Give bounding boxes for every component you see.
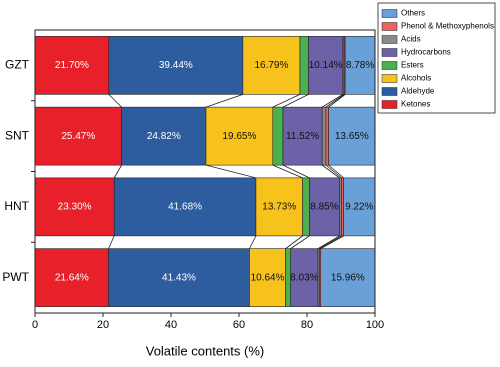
legend-swatch <box>381 100 398 109</box>
legend-label: Ketones <box>401 100 430 109</box>
connector <box>321 164 340 179</box>
data-label: 15.96% <box>331 272 365 283</box>
connector <box>285 235 303 249</box>
connector <box>317 235 340 249</box>
bar-segment <box>299 36 309 95</box>
data-label: 8.03% <box>290 272 318 283</box>
bar-segment <box>34 106 122 166</box>
y-tick-label: HNT <box>4 199 29 213</box>
connector <box>282 164 310 179</box>
bar-segment <box>113 177 257 237</box>
bar-segment <box>309 177 340 237</box>
x-tick-label: 40 <box>165 319 177 331</box>
bar-segment <box>290 248 319 307</box>
x-tick-label: 100 <box>366 319 384 331</box>
legend-swatch <box>381 61 398 70</box>
connector <box>272 164 303 179</box>
bar-segment <box>272 106 284 166</box>
legend-swatch <box>381 22 398 31</box>
connector <box>205 93 244 108</box>
legend-label: Aldehyde <box>401 87 435 96</box>
connector <box>108 94 122 108</box>
legend-label: Hydrocarbons <box>401 48 451 57</box>
connector <box>325 94 345 108</box>
legend-swatch <box>381 87 398 96</box>
bar-segment <box>242 36 301 95</box>
y-tick-label: SNT <box>5 128 30 142</box>
data-label: 8.78% <box>346 60 374 71</box>
connector <box>321 94 344 108</box>
data-label: 10.64% <box>251 272 285 283</box>
legend-label: Others <box>401 9 425 18</box>
connector <box>113 164 122 179</box>
x-tick-label: 80 <box>301 319 313 331</box>
data-label: 8.85% <box>310 202 338 213</box>
legend-label: Acids <box>401 35 421 44</box>
connector <box>272 94 301 108</box>
data-label: 41.68% <box>168 202 202 213</box>
legend-swatch <box>381 9 398 18</box>
y-tick-label: GZT <box>5 58 30 72</box>
bar-segment <box>34 177 115 237</box>
legend-swatch <box>381 74 398 83</box>
bar-segment <box>339 177 342 237</box>
data-label: 19.65% <box>222 131 256 142</box>
data-label: 23.30% <box>58 202 92 213</box>
bar-segment <box>325 106 329 166</box>
bar-segment <box>302 177 310 237</box>
connector <box>205 164 257 179</box>
bar-segment <box>205 106 274 166</box>
data-label: 10.14% <box>309 60 343 71</box>
connector <box>249 235 257 249</box>
legend-swatch <box>381 35 398 44</box>
legend-label: Esters <box>401 61 424 70</box>
data-label: 41.43% <box>162 272 196 283</box>
bar-segment <box>249 248 286 307</box>
legend-label: Alcohols <box>401 74 431 83</box>
bar-segment <box>121 106 207 166</box>
bar-segment <box>308 36 344 95</box>
data-label: 39.44% <box>159 60 193 71</box>
x-axis-title: Volatile contents (%) <box>146 343 265 358</box>
y-tick-label: PWT <box>2 270 29 284</box>
data-label: 16.79% <box>254 60 288 71</box>
bar-segment <box>34 248 109 307</box>
x-tick-label: 20 <box>97 319 109 331</box>
bar-segment <box>344 36 376 95</box>
x-tick-label: 0 <box>32 319 38 331</box>
data-label: 9.22% <box>345 202 373 213</box>
data-label: 13.73% <box>262 202 296 213</box>
connector <box>108 235 115 249</box>
x-tick-label: 60 <box>233 319 245 331</box>
legend-box <box>377 2 496 114</box>
connector <box>282 94 309 108</box>
data-label: 13.65% <box>335 131 369 142</box>
bar-segment <box>282 106 323 166</box>
bar-segment <box>108 36 244 95</box>
data-label: 21.64% <box>55 272 89 283</box>
connector <box>320 235 344 249</box>
bar-segment <box>108 248 250 307</box>
legend-label: Phenol & Methoxyphenols <box>401 22 494 31</box>
bar-segment <box>321 106 327 166</box>
data-label: 11.52% <box>286 131 319 142</box>
connector <box>319 235 342 249</box>
connector <box>325 164 342 179</box>
data-label: 24.82% <box>147 131 181 142</box>
bar-segment <box>255 177 303 237</box>
bar-segment <box>343 177 376 237</box>
bar-segment <box>341 177 344 237</box>
connector <box>290 235 310 249</box>
connector <box>328 164 344 179</box>
data-label: 25.47% <box>61 131 95 142</box>
bar-segment <box>320 248 376 307</box>
data-label: 21.70% <box>55 60 89 71</box>
legend-swatch <box>381 48 398 57</box>
bar-segment <box>34 36 110 95</box>
connector <box>328 94 346 108</box>
